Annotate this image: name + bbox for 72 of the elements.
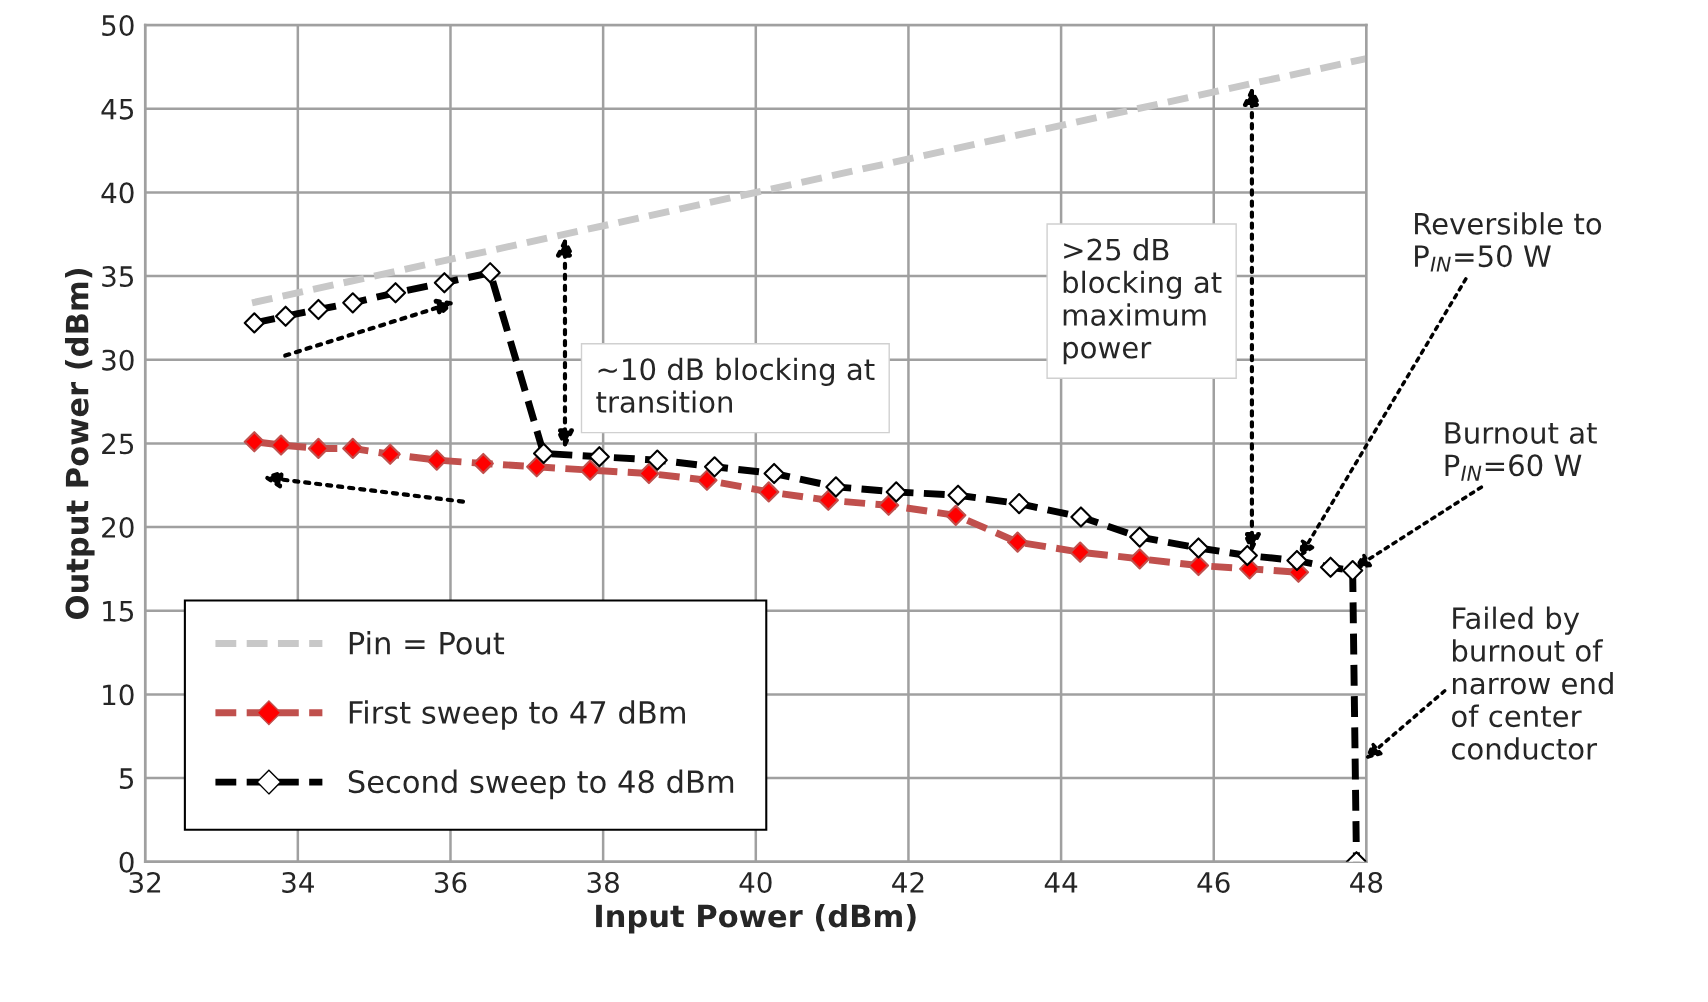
point xyxy=(1008,493,1030,515)
point xyxy=(1236,544,1258,567)
point xyxy=(579,459,601,481)
point xyxy=(825,476,847,498)
legend-label: First sweep to 47 dBm xyxy=(349,700,685,730)
x-tick-label: 42 xyxy=(892,871,924,893)
y-axis-title: Output Power (dBm) xyxy=(64,268,95,619)
x-axis-title: Input Power (dBm) xyxy=(596,903,916,934)
point xyxy=(526,456,548,478)
point xyxy=(638,462,660,485)
point xyxy=(384,282,407,304)
y-tick-label: 50 xyxy=(102,14,134,36)
point xyxy=(1006,531,1029,553)
y-tick-label: 45 xyxy=(101,99,134,120)
point xyxy=(1069,541,1091,563)
point xyxy=(1129,548,1151,570)
point xyxy=(307,298,330,321)
point xyxy=(433,272,455,294)
point xyxy=(342,292,364,314)
x-tick-label: 40 xyxy=(739,871,772,893)
x-tick-label: 44 xyxy=(1044,872,1078,893)
x-tick-label: 48 xyxy=(1350,871,1383,893)
point xyxy=(342,437,364,460)
point xyxy=(588,446,610,468)
point xyxy=(379,443,401,465)
y-tick-label: 10 xyxy=(103,684,134,706)
point xyxy=(1187,537,1210,559)
annotation: Burnout at P$_{IN}$=60 W xyxy=(1445,422,1597,481)
point xyxy=(1070,506,1092,528)
x-tick-label: 36 xyxy=(434,871,467,893)
y-tick-label: 40 xyxy=(101,182,134,204)
point xyxy=(1319,556,1342,578)
point xyxy=(885,481,907,503)
annotation: Reversible to P$_{IN}$=50 W xyxy=(1415,212,1602,272)
text: Failed by burnout of narrow end of center conductor xyxy=(1451,606,1613,760)
point xyxy=(243,312,265,334)
x-tick-label: 38 xyxy=(587,871,619,893)
point xyxy=(646,449,668,471)
point xyxy=(1286,549,1308,572)
point xyxy=(1129,526,1151,548)
point xyxy=(947,484,969,506)
point xyxy=(307,437,330,460)
y-tick-label: 25 xyxy=(102,433,134,455)
point xyxy=(817,489,839,511)
point xyxy=(758,481,780,503)
point xyxy=(703,456,726,478)
point xyxy=(426,449,448,471)
point xyxy=(696,469,718,491)
point xyxy=(243,431,265,453)
y-tick-label: 5 xyxy=(119,768,134,789)
point xyxy=(945,504,967,526)
y-tick-label: 0 xyxy=(119,851,134,873)
x-tick-label: 32 xyxy=(129,871,161,893)
y-tick-label: 30 xyxy=(102,349,134,371)
annotation: >25 dB blocking at maximum power xyxy=(1063,238,1222,365)
point xyxy=(270,434,292,456)
point xyxy=(275,305,297,327)
legend-label: Second sweep to 48 dBm xyxy=(348,769,734,800)
point xyxy=(877,494,900,516)
x-tick-label: 46 xyxy=(1197,871,1230,893)
y-tick-label: 35 xyxy=(102,265,134,287)
point xyxy=(1187,554,1210,577)
point xyxy=(763,462,785,485)
y-tick-label: 20 xyxy=(102,516,134,538)
point xyxy=(532,442,555,465)
point xyxy=(1342,559,1364,582)
legend-label: Pin = Pout xyxy=(349,630,505,655)
x-tick-label: 34 xyxy=(282,871,314,893)
y-tick-label: 15 xyxy=(103,601,134,622)
annotation: ~10 dB blocking at transition xyxy=(596,357,875,413)
point xyxy=(472,452,494,475)
point xyxy=(479,262,501,284)
